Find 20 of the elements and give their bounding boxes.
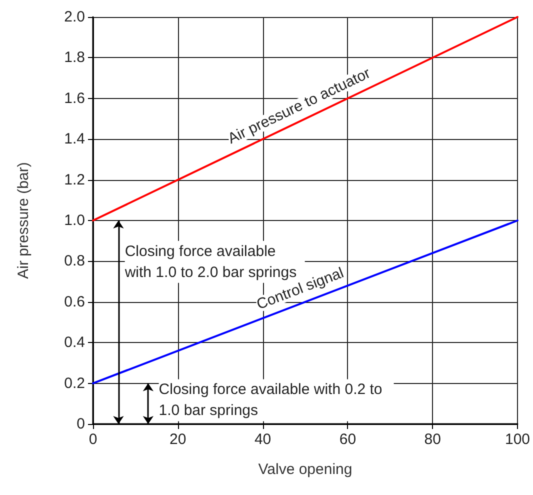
x-tick-label: 20 — [170, 431, 186, 448]
y-axis-title: Air pressure (bar) — [15, 162, 32, 279]
y-tick-label: 0.6 — [64, 293, 85, 310]
y-tick-label: 2.0 — [64, 8, 85, 26]
y-tick-label: 0.8 — [64, 252, 85, 270]
y-tick-label: 1.2 — [64, 171, 85, 188]
y-tick-label: 0 — [76, 416, 85, 432]
x-axis-title: Valve opening — [258, 461, 352, 478]
x-tick-label: 0 — [88, 431, 98, 448]
x-tick-label: 100 — [504, 431, 530, 448]
y-tick-label: 1.4 — [64, 130, 85, 148]
y-tick-label: 0.4 — [64, 334, 85, 352]
x-tick-label: 60 — [339, 431, 356, 448]
y-tick-label: 1.0 — [64, 212, 85, 229]
y-tick-label: 0.2 — [64, 374, 85, 392]
x-tick-label: 80 — [424, 431, 441, 448]
y-tick-label: 1.6 — [64, 90, 85, 107]
x-tick-label: 40 — [254, 431, 272, 448]
annotation: Closing force available with 0.2 to 1.0 bar springs — [158, 381, 386, 420]
y-tick-label: 1.8 — [64, 49, 85, 66]
